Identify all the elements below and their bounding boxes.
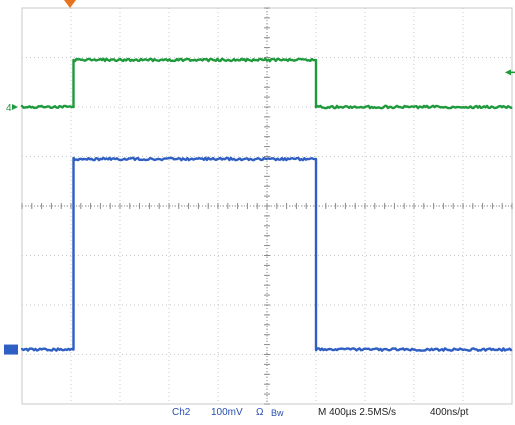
- ch2-ground-marker: [4, 344, 18, 355]
- traces: [20, 57, 513, 352]
- readout-timebase: M 400µs 2.5MS/s: [318, 407, 397, 418]
- readout-impedance: Ω: [256, 407, 264, 418]
- trigger-level-marker: [505, 69, 511, 76]
- graticule: [21, 7, 513, 405]
- readout-scale: 100mV: [211, 407, 243, 418]
- trigger-position-marker: [64, 0, 76, 8]
- trace-channel-4: [20, 57, 513, 110]
- readout-resolution: 400ns/pt: [430, 407, 469, 418]
- ch4-ground-label: 4: [6, 103, 12, 114]
- readout-bandwidth: Bw: [271, 408, 284, 418]
- markers: 4: [4, 0, 515, 355]
- trace-channel-2: [20, 156, 513, 352]
- readout-channel: Ch2: [172, 407, 191, 418]
- ch4-ground-marker: [12, 104, 18, 110]
